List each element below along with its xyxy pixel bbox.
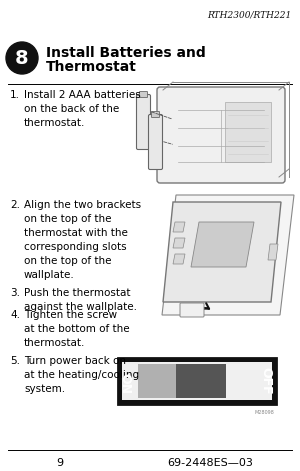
Text: 1.: 1. <box>10 90 20 100</box>
FancyBboxPatch shape <box>152 112 160 117</box>
Text: 5.: 5. <box>10 356 20 366</box>
Polygon shape <box>191 222 254 267</box>
Text: 4.: 4. <box>10 310 20 320</box>
Text: Tighten the screw
at the bottom of the
thermostat.: Tighten the screw at the bottom of the t… <box>24 310 130 348</box>
Text: 3.: 3. <box>10 288 20 298</box>
Text: Align the two brackets
on the top of the
thermostat with the
corresponding slots: Align the two brackets on the top of the… <box>24 200 141 280</box>
FancyBboxPatch shape <box>157 87 285 183</box>
Text: NO: NO <box>122 371 134 391</box>
FancyBboxPatch shape <box>136 95 151 149</box>
Bar <box>122 362 272 400</box>
Polygon shape <box>173 238 185 248</box>
Text: Turn power back on
at the heating/cooling
system.: Turn power back on at the heating/coolin… <box>24 356 139 394</box>
Text: 9: 9 <box>56 458 64 468</box>
Bar <box>138 364 176 398</box>
Polygon shape <box>163 202 281 302</box>
Polygon shape <box>162 195 294 315</box>
Circle shape <box>6 42 38 74</box>
Text: RTH2300/RTH221: RTH2300/RTH221 <box>207 10 291 19</box>
Text: 2.: 2. <box>10 200 20 210</box>
FancyBboxPatch shape <box>148 114 163 170</box>
Text: Install Batteries and: Install Batteries and <box>46 46 206 60</box>
Text: M28098: M28098 <box>254 410 274 415</box>
FancyBboxPatch shape <box>140 91 148 97</box>
Text: OFF: OFF <box>260 367 272 395</box>
Polygon shape <box>173 254 185 264</box>
FancyBboxPatch shape <box>118 358 276 404</box>
Text: Push the thermostat
against the wallplate.: Push the thermostat against the wallplat… <box>24 288 137 312</box>
FancyBboxPatch shape <box>180 303 204 317</box>
Polygon shape <box>268 244 278 260</box>
Text: 69-2448ES—03: 69-2448ES—03 <box>167 458 253 468</box>
Bar <box>225 102 271 162</box>
Text: Thermostat: Thermostat <box>46 60 137 74</box>
Polygon shape <box>173 222 185 232</box>
Text: Install 2 AAA batteries
on the back of the
thermostat.: Install 2 AAA batteries on the back of t… <box>24 90 141 128</box>
Text: 8: 8 <box>15 49 29 67</box>
Bar <box>176 364 226 398</box>
